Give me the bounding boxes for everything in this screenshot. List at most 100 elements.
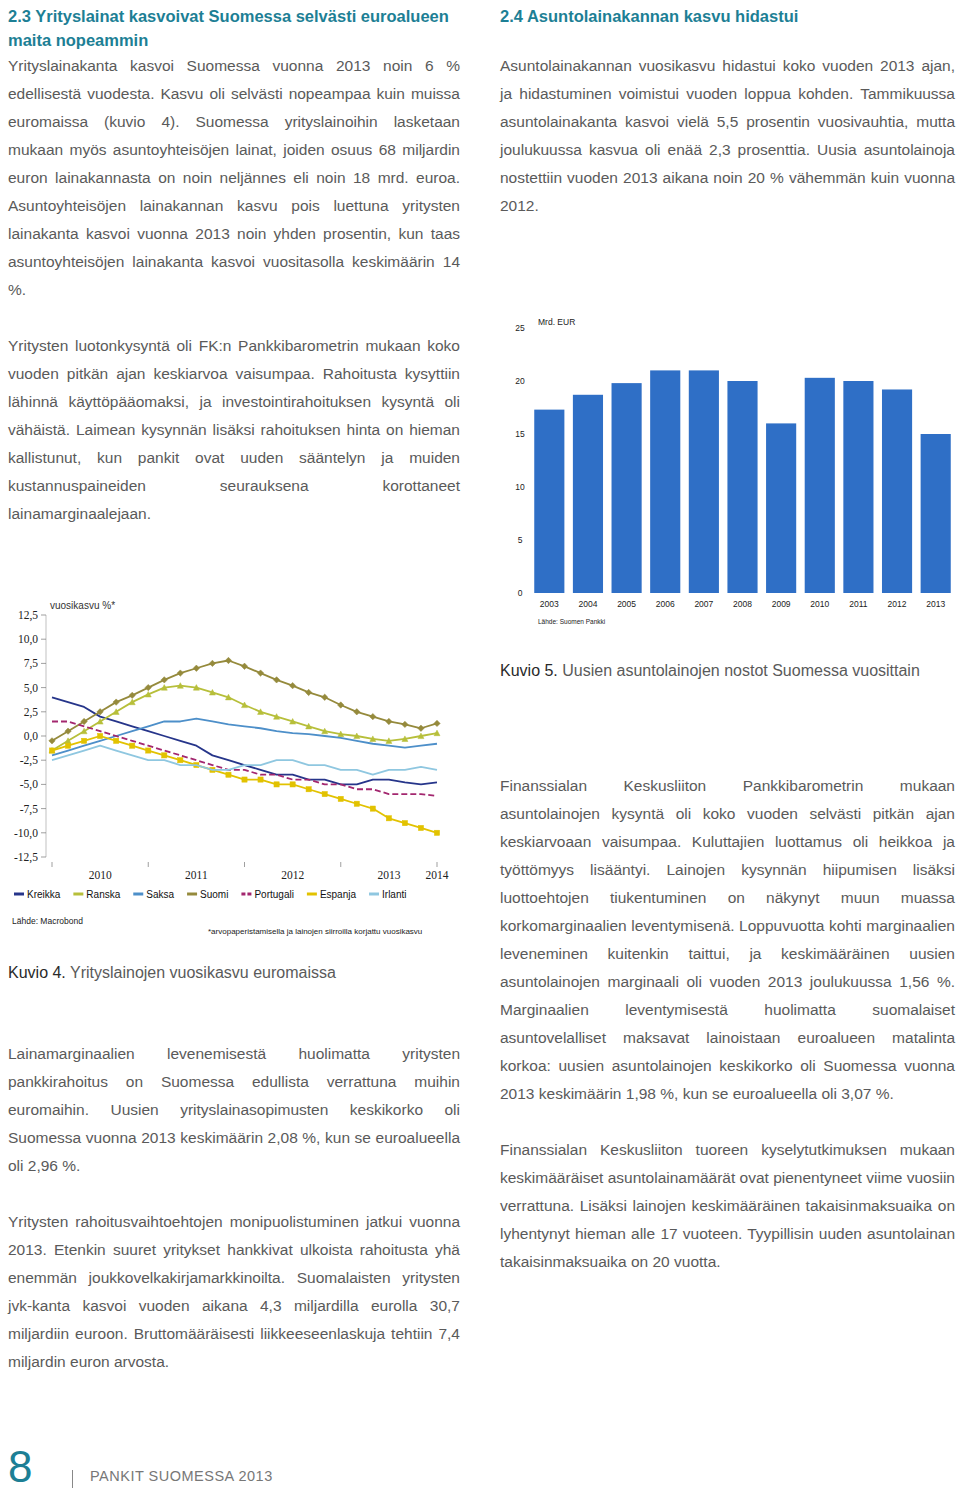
line-marker	[306, 723, 312, 729]
line-marker	[370, 736, 376, 742]
y-tick	[41, 687, 46, 688]
x-tick-label: 2004	[578, 599, 597, 609]
legend-swatch	[307, 893, 317, 896]
text-block: Finanssialan Keskusliiton Pankkibarometr…	[500, 772, 955, 1304]
legend-label: Saksa	[146, 889, 174, 900]
x-tick-label: 2008	[733, 599, 752, 609]
line-marker	[97, 709, 103, 715]
bar	[612, 383, 642, 593]
line-marker	[193, 685, 199, 691]
line-marker	[129, 692, 135, 698]
bar	[689, 370, 719, 593]
line-marker	[402, 721, 408, 727]
x-tick-label: 2013	[926, 599, 945, 609]
bar	[805, 378, 835, 593]
line-marker	[402, 821, 407, 826]
y-tick-label: 12,5	[18, 609, 38, 622]
chart-source: Lähde: Macrobond	[12, 916, 83, 926]
legend-label: Suomi	[200, 889, 228, 900]
x-tick-label: 2009	[772, 599, 791, 609]
legend-swatch	[73, 893, 83, 896]
x-tick-label: 2010	[810, 599, 829, 609]
series-line	[52, 721, 437, 796]
line-marker	[209, 660, 215, 666]
line-marker	[65, 743, 70, 748]
text-block: 2.3 Yrityslainat kasvoivat Suomessa selv…	[8, 4, 460, 556]
figure-title: Uusien asuntolainojen nostot Suomessa vu…	[562, 662, 920, 679]
page: 2.3 Yrityslainat kasvoivat Suomessa selv…	[0, 0, 960, 1499]
line-marker	[113, 699, 119, 705]
y-tick	[527, 593, 529, 594]
line-marker	[65, 738, 71, 744]
line-marker	[98, 733, 103, 738]
y-tick	[41, 857, 46, 858]
paragraph: Yritysten rahoitusvaihtoehtojen monipuol…	[8, 1208, 460, 1376]
legend-label: Portugali	[254, 889, 293, 900]
y-tick	[41, 711, 46, 712]
chart-title: vuosikasvu %*	[50, 600, 115, 611]
line-marker	[114, 738, 119, 743]
x-tick-label: 2005	[617, 599, 636, 609]
bar	[882, 389, 912, 593]
line-marker	[178, 758, 183, 763]
y-tick	[41, 663, 46, 664]
x-tick-label: 2014	[426, 869, 449, 881]
bar-chart: Mrd. EUR05101520252003200420052006200720…	[500, 310, 960, 640]
legend-swatch	[133, 893, 143, 896]
figure-caption: Kuvio 4. Yrityslainojen vuosikasvu eurom…	[8, 960, 460, 985]
x-tick-label: 2012	[888, 599, 907, 609]
y-tick	[527, 328, 529, 329]
line-marker	[145, 691, 151, 697]
figure-number: Kuvio 4.	[8, 964, 66, 981]
line-marker	[338, 796, 343, 801]
line-marker	[146, 748, 151, 753]
legend-label: Espanja	[320, 889, 357, 900]
y-tick-label: 10	[515, 482, 525, 492]
line-marker	[354, 733, 360, 739]
paragraph: Asuntolainakannan vuosikasvu hidastui ko…	[500, 52, 955, 220]
line-chart: vuosikasvu %*12,510,07,55,02,50,0-2,5-5,…	[0, 590, 470, 960]
line-marker	[226, 772, 231, 777]
plot-area	[49, 657, 440, 835]
line-marker	[81, 718, 87, 724]
line-marker	[322, 694, 328, 700]
text-block: 2.4 Asuntolainakannan kasvu hidastuiAsun…	[500, 4, 955, 248]
x-tick	[244, 862, 245, 867]
line-marker	[305, 689, 311, 695]
y-tick	[41, 639, 46, 640]
x-tick-label: 2010	[89, 869, 112, 881]
line-marker	[65, 728, 71, 734]
y-tick-label: 5	[518, 535, 523, 545]
x-tick	[340, 862, 341, 867]
legend-label: Ranska	[86, 889, 120, 900]
line-marker	[290, 782, 295, 787]
legend-swatch	[14, 893, 24, 896]
line-marker	[242, 702, 248, 708]
line-marker	[225, 657, 231, 663]
section-heading: 2.3 Yrityslainat kasvoivat Suomessa selv…	[8, 4, 460, 52]
y-tick-label: -5,0	[20, 778, 38, 791]
legend-swatch	[241, 893, 251, 896]
line-marker	[386, 816, 391, 821]
line-marker	[49, 748, 54, 753]
y-tick	[41, 808, 46, 809]
line-marker	[322, 728, 328, 734]
x-tick-label: 2011	[849, 599, 868, 609]
y-tick	[41, 784, 46, 785]
line-marker	[81, 738, 86, 743]
legend-swatch	[369, 893, 379, 896]
bar	[727, 381, 757, 593]
line-marker	[338, 731, 344, 737]
line-marker	[241, 663, 247, 669]
y-tick	[41, 832, 46, 833]
line-marker	[338, 702, 344, 708]
line-marker	[418, 733, 424, 739]
line-marker	[242, 777, 247, 782]
legend-swatch	[187, 893, 197, 896]
y-tick	[41, 736, 46, 737]
line-marker	[322, 791, 327, 796]
line-marker	[354, 801, 359, 806]
x-tick-label: 2013	[377, 869, 400, 881]
line-marker	[273, 677, 279, 683]
y-tick-label: -7,5	[20, 803, 38, 816]
